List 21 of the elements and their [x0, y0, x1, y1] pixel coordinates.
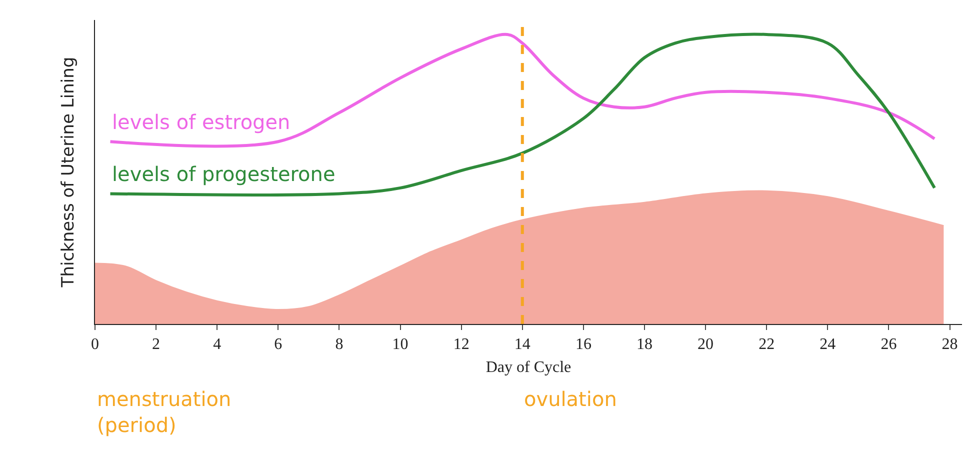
series-label: levels of progesterone	[112, 162, 336, 186]
x-tick-label: 16	[575, 336, 592, 354]
x-tick-label: 10	[392, 336, 408, 354]
x-tick-label: 22	[758, 336, 775, 354]
x-tick-label: 6	[274, 336, 282, 354]
x-tick-label: 20	[698, 336, 714, 354]
x-tick-label: 24	[820, 336, 836, 354]
x-tick-label: 12	[453, 336, 470, 354]
y-axis-title: Thickness of Uterine Lining	[58, 56, 79, 288]
x-tick-label: 18	[636, 336, 653, 354]
x-tick-label: 28	[942, 336, 958, 354]
series-label: levels of estrogen	[112, 110, 290, 134]
x-tick-label: 14	[514, 336, 530, 354]
text: menstruation (period)	[97, 387, 232, 437]
x-axis-title: Day of Cycle	[486, 358, 572, 376]
x-tick-label: 0	[91, 336, 99, 354]
x-tick-label: 8	[335, 336, 344, 354]
x-tick-label: 26	[880, 336, 897, 354]
x-tick-label: 4	[213, 336, 222, 354]
x-tick-label: 2	[152, 336, 160, 354]
text: ovulation	[524, 387, 617, 411]
